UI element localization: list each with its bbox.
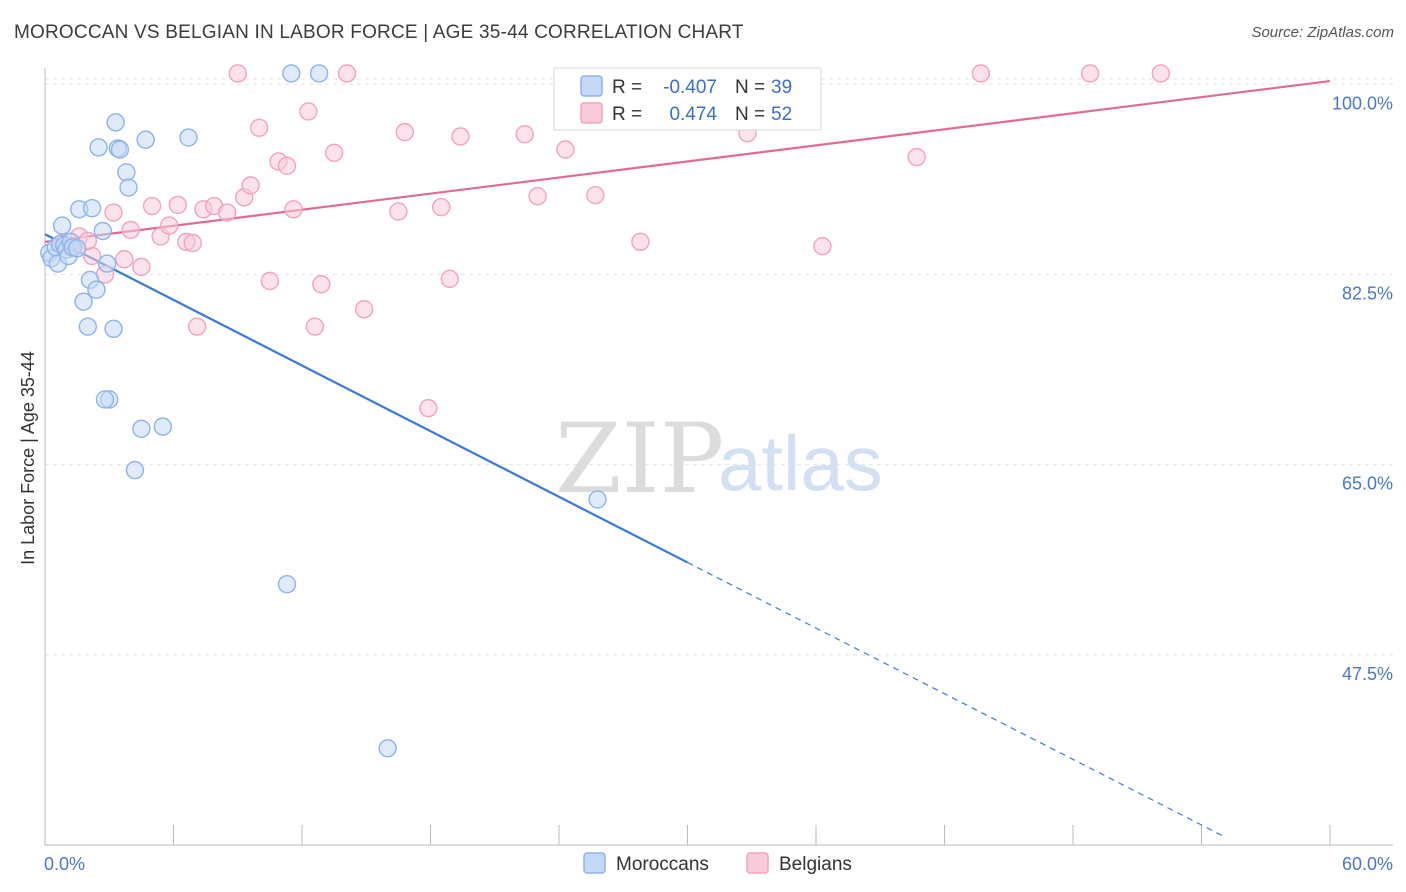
belgians-r-value: 0.474 [669,104,717,125]
chart-title: MOROCCAN VS BELGIAN IN LABOR FORCE | AGE… [14,22,744,43]
belgians-trend-line [44,79,1331,243]
belgians-point-27 [305,317,325,336]
y-axis-label: In Labor Force | Age 35-44 [18,351,38,565]
moroccans-point-29 [132,419,151,438]
moroccans-n-value: 39 [771,77,792,98]
y-tick-label-0: 47.5% [1342,664,1393,684]
legend-belgians-label: Belgians [779,854,852,875]
moroccans-point-16 [82,198,102,218]
belgians-point-37 [451,127,470,146]
y-tick-labels: 47.5% 65.0% 82.5% 100.0% [1332,93,1393,684]
data-points [40,64,1171,758]
belgians-point-47 [1080,64,1100,83]
legend-belgians-swatch [746,852,769,874]
moroccans-point-13 [74,292,93,311]
belgians-n-label: N = [735,104,765,125]
moroccans-point-33 [277,574,297,594]
watermark-zip: ZIP [555,403,724,515]
belgians-point-42 [631,232,650,252]
moroccans-point-30 [136,130,155,149]
belgians-point-26 [299,102,318,121]
series-legend: Moroccans Belgians [583,852,852,875]
moroccans-point-38 [588,490,607,509]
axes [44,68,1393,846]
moroccans-trend-extension [687,561,1224,837]
y-tick-label-1: 65.0% [1342,474,1393,494]
source-label: Source: ZipAtlas.com [1251,24,1394,41]
moroccans-point-23 [106,113,125,132]
belgians-legend-swatch [580,102,603,124]
moroccans-point-31 [153,417,172,436]
belgians-point-32 [389,202,408,221]
belgians-point-41 [586,185,605,205]
moroccans-point-22 [104,319,123,339]
belgians-point-31 [354,300,374,319]
moroccans-point-20 [97,254,117,273]
watermark-atlas: atlas [718,419,883,507]
belgians-n-value: 52 [771,104,792,125]
belgians-point-29 [324,143,344,162]
belgians-point-44 [813,237,832,256]
moroccans-point-34 [282,64,301,83]
belgians-point-7 [121,220,140,240]
belgians-point-35 [432,197,451,217]
belgians-point-45 [907,147,926,167]
x-tick-label-max: 60.0% [1342,854,1393,874]
belgians-point-8 [132,257,151,277]
belgians-point-30 [337,64,357,83]
moroccans-point-19 [93,221,113,241]
belgians-point-51 [183,233,202,253]
moroccans-r-label: R = [612,77,642,98]
belgians-point-9 [142,196,162,216]
belgians-point-39 [528,187,547,206]
grid-lines [45,78,1393,656]
moroccans-point-11 [67,239,87,258]
moroccans-n-label: N = [735,77,765,98]
trend-lines [44,79,1331,837]
belgians-point-21 [249,118,269,137]
moroccans-point-14 [78,317,98,336]
belgians-point-33 [395,122,414,142]
belgians-point-12 [168,195,187,215]
legend-moroccans-swatch [583,852,606,874]
moroccans-point-32 [179,128,198,147]
belgians-point-17 [217,203,237,222]
moroccans-point-36 [378,739,397,758]
moroccans-point-17 [87,280,106,299]
belgians-point-6 [115,250,134,269]
belgians-r-label: R = [612,104,642,125]
moroccans-point-28 [125,460,145,480]
moroccans-point-5 [52,216,72,235]
belgians-point-28 [312,275,331,294]
moroccans-point-27 [119,178,138,197]
belgians-point-25 [284,200,303,219]
belgians-point-14 [187,317,207,336]
moroccans-point-26 [117,163,136,182]
belgians-point-48 [1151,64,1171,83]
belgians-point-40 [556,140,575,159]
belgians-point-18 [228,64,247,83]
belgians-point-20 [241,176,260,195]
moroccans-point-35 [309,64,329,83]
legend-moroccans-label: Moroccans [616,854,709,875]
moroccans-point-37 [95,390,115,409]
y-tick-label-3: 100.0% [1332,93,1393,113]
belgians-point-11 [160,216,179,235]
y-tick-label-2: 82.5% [1342,283,1393,303]
moroccans-trend-line [44,233,689,564]
moroccans-point-18 [89,138,108,157]
belgians-point-22 [260,271,280,291]
belgians-point-24 [277,156,297,176]
moroccans-r-value: -0.407 [663,77,717,98]
moroccans-point-25 [110,140,130,159]
belgians-point-46 [971,64,991,83]
belgians-point-34 [419,398,438,418]
x-tick-label-min: 0.0% [44,854,85,874]
belgians-point-38 [515,125,534,144]
moroccans-legend-swatch [580,75,603,97]
belgians-point-5 [104,203,123,222]
stats-legend: R = -0.407 N = 39 R = 0.474 N = 52 [553,67,822,131]
belgians-point-36 [440,269,459,289]
